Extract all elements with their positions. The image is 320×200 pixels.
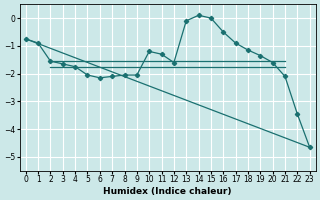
X-axis label: Humidex (Indice chaleur): Humidex (Indice chaleur) — [103, 187, 232, 196]
